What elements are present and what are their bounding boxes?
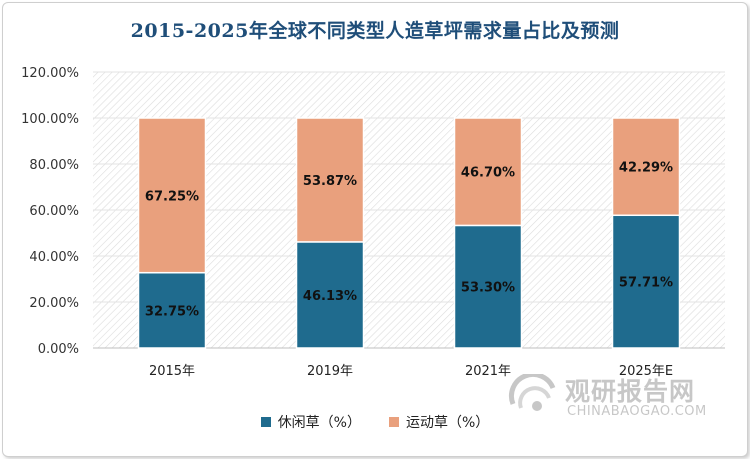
bar-sports — [611, 117, 681, 217]
bar-leisure — [611, 214, 681, 349]
legend-item-leisure: 休闲草（%） — [260, 412, 361, 432]
bar-sports — [137, 117, 207, 274]
data-label-sports: 67.25% — [145, 189, 199, 204]
x-tick-label: 2021年 — [465, 364, 511, 379]
legend-item-sports: 运动草（%） — [389, 412, 489, 432]
data-label-sports: 46.70% — [461, 166, 515, 181]
bar-leisure — [295, 241, 365, 349]
data-label-leisure: 46.13% — [303, 289, 357, 304]
y-tick-label: 60.00% — [29, 204, 79, 219]
data-label-leisure: 32.75% — [145, 304, 199, 319]
data-label-sports: 53.87% — [303, 174, 357, 189]
x-tick-label: 2019年 — [307, 364, 353, 379]
legend-label-sports: 运动草（%） — [406, 415, 490, 431]
y-tick-label: 0.00% — [38, 342, 79, 357]
bar-sports — [453, 117, 523, 227]
watermark-cn: 观研报告网 — [565, 377, 696, 406]
y-tick-label: 80.00% — [29, 158, 79, 173]
legend-swatch-leisure — [260, 417, 271, 427]
legend: 休闲草（%） 运动草（%） — [0, 407, 750, 437]
watermark-logo-icon — [508, 374, 556, 411]
y-tick-label: 100.00% — [21, 112, 79, 127]
y-tick-label: 40.00% — [29, 250, 79, 265]
legend-swatch-sports — [389, 417, 399, 427]
bar-sports — [295, 117, 365, 243]
y-tick-label: 120.00% — [21, 66, 79, 81]
x-tick-label: 2025年E — [619, 364, 673, 379]
x-tick-label: 2015年 — [149, 364, 195, 379]
legend-label-leisure: 休闲草（%） — [277, 415, 361, 431]
chart-title: 2015-2025年全球不同类型人造草坪需求量占比及预测 — [130, 20, 620, 42]
bar-leisure — [453, 224, 523, 349]
bar-leisure — [137, 271, 207, 349]
watermark-en: CHINABAOGAO.COM — [567, 404, 707, 419]
data-label-sports: 42.29% — [619, 161, 673, 176]
data-label-leisure: 57.71% — [619, 276, 673, 291]
y-tick-label: 20.00% — [29, 296, 79, 311]
watermark: 观研报告网 CHINABAOGAO.COM — [507, 372, 722, 422]
data-label-leisure: 53.30% — [461, 281, 515, 296]
